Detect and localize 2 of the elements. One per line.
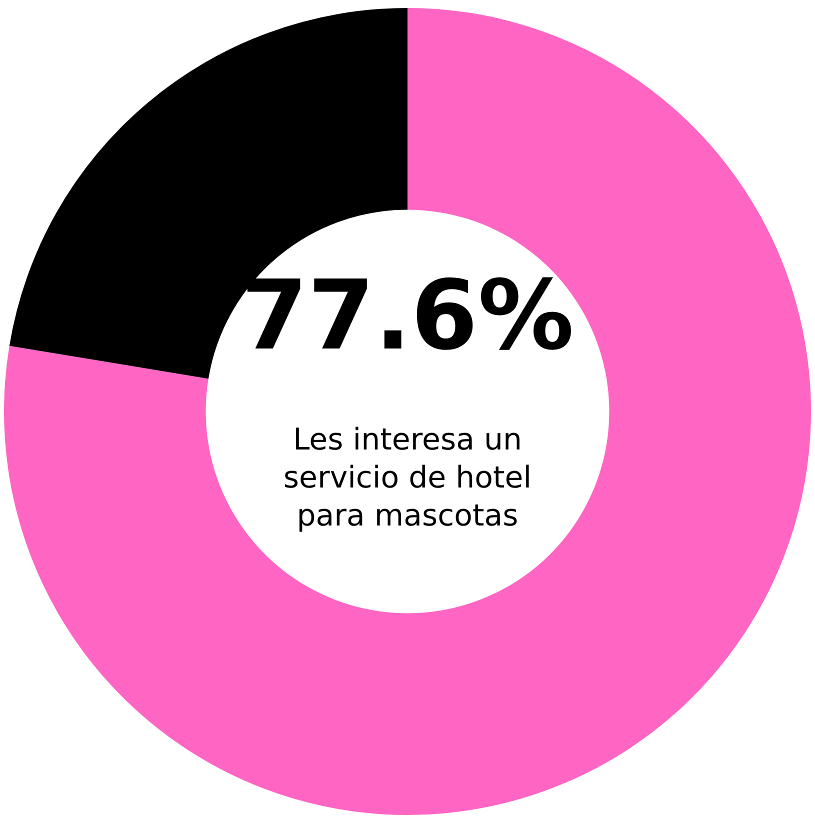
slice-label: Les interesa un servicio de hotel para mascotas bbox=[283, 422, 532, 534]
data-label: 77.6% bbox=[240, 259, 574, 372]
